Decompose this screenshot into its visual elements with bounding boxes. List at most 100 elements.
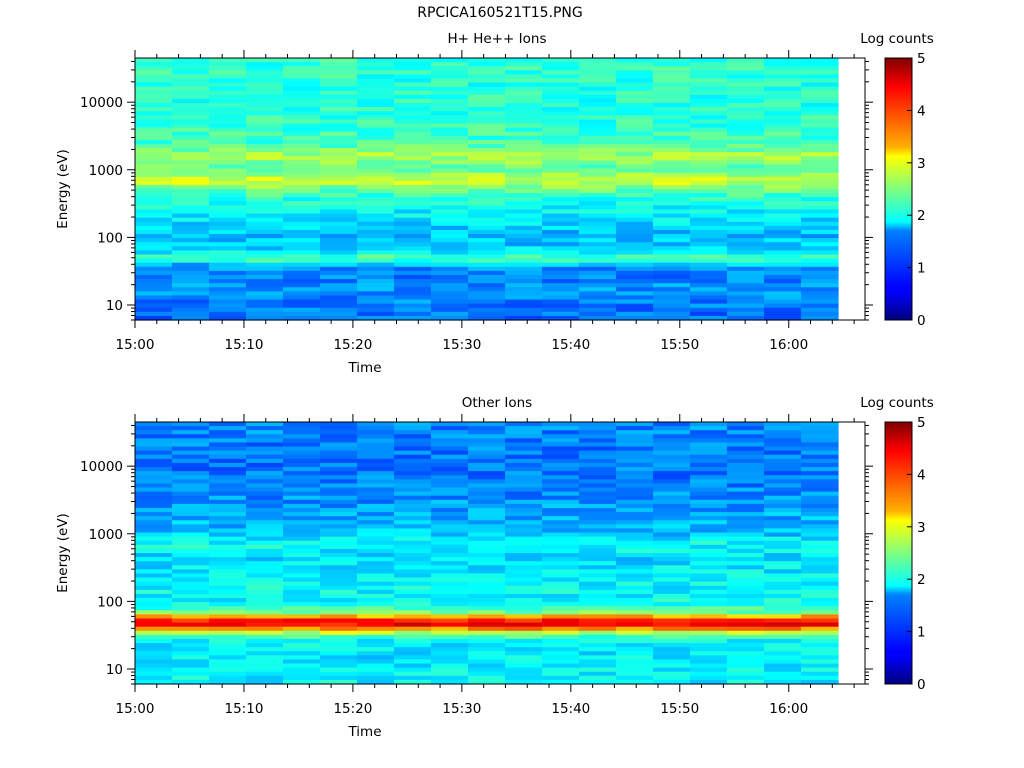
heatmap-cell [542, 491, 580, 497]
heatmap-cell [801, 553, 839, 558]
heatmap-cell [727, 467, 765, 472]
heatmap-cell [394, 311, 432, 317]
heatmap-cell [579, 426, 617, 431]
heatmap-cell [357, 622, 395, 628]
heatmap-cell [801, 573, 839, 579]
heatmap-cell [616, 577, 654, 583]
heatmap-cell [690, 536, 728, 542]
heatmap-cell [283, 589, 321, 595]
heatmap-cell [727, 532, 765, 538]
heatmap-cell [764, 94, 802, 100]
heatmap-cell [209, 266, 247, 272]
heatmap-cell [209, 462, 247, 468]
heatmap-cell [431, 528, 469, 534]
heatmap-cell [542, 450, 580, 456]
heatmap-cell [209, 544, 247, 550]
heatmap-cell [172, 86, 210, 92]
heatmap-cell [764, 287, 802, 292]
heatmap-cell [209, 483, 247, 489]
heatmap-cell [653, 630, 691, 636]
heatmap-cell [542, 274, 580, 280]
heatmap-cell [209, 434, 247, 439]
heatmap-cell [135, 172, 173, 178]
heatmap-cell [727, 651, 765, 656]
heatmap-cell [431, 422, 469, 427]
heatmap-cell [616, 573, 654, 579]
heatmap-cell [172, 655, 210, 661]
heatmap-cell [135, 585, 173, 591]
heatmap-cell [320, 184, 358, 190]
heatmap-cell [468, 295, 506, 301]
heatmap-cell [320, 303, 358, 309]
heatmap-cell [357, 160, 395, 166]
heatmap-cell [320, 532, 358, 538]
heatmap-cell [320, 647, 358, 652]
heatmap-cell [616, 651, 654, 656]
heatmap-cell [505, 422, 543, 427]
heatmap-cell [616, 168, 654, 174]
heatmap-cell [394, 307, 432, 313]
heatmap-cell [283, 598, 321, 603]
heatmap-cell [394, 663, 432, 669]
heatmap-cell [764, 606, 802, 611]
heatmap-cell [357, 422, 395, 427]
heatmap-cell [209, 430, 247, 435]
heatmap-cell [727, 540, 765, 546]
heatmap-cell [394, 565, 432, 570]
heatmap-cell [135, 139, 173, 145]
heatmap-cell [801, 311, 839, 317]
heatmap-cell [579, 663, 617, 669]
heatmap-cell [394, 434, 432, 439]
heatmap-cell [246, 98, 284, 104]
heatmap-cell [801, 524, 839, 530]
heatmap-cell [431, 610, 469, 615]
heatmap-cell [246, 307, 284, 313]
heatmap-cell [394, 553, 432, 558]
heatmap-cell [172, 225, 210, 231]
heatmap-cell [320, 135, 358, 141]
heatmap-cell [357, 495, 395, 501]
heatmap-cell [172, 143, 210, 149]
heatmap-cell [320, 287, 358, 292]
heatmap-cell [653, 90, 691, 96]
heatmap-cell [283, 148, 321, 153]
heatmap-cell [764, 172, 802, 178]
heatmap-cell [579, 172, 617, 178]
heatmap-cell [505, 315, 543, 321]
heatmap-cell [690, 107, 728, 112]
heatmap-cell [653, 107, 691, 112]
heatmap-cell [431, 663, 469, 669]
heatmap-cell [653, 426, 691, 431]
heatmap-cell [579, 291, 617, 297]
heatmap-cell [690, 663, 728, 669]
heatmap-cell [505, 283, 543, 288]
heatmap-cell [320, 589, 358, 595]
heatmap-cell [209, 507, 247, 513]
heatmap-cell [542, 115, 580, 120]
heatmap-cell [209, 663, 247, 669]
heatmap-cell [357, 131, 395, 137]
heatmap-cell [246, 462, 284, 468]
heatmap-cell [468, 82, 506, 88]
heatmap-cell [209, 524, 247, 530]
heatmap-cell [653, 291, 691, 297]
heatmap-cell [394, 589, 432, 595]
heatmap-cell [505, 438, 543, 444]
heatmap-cell [135, 655, 173, 661]
heatmap-cell [579, 618, 617, 624]
heatmap-cell [727, 217, 765, 223]
heatmap-cell [653, 602, 691, 607]
heatmap-cell [357, 139, 395, 145]
heatmap-cell [653, 647, 691, 652]
heatmap-cell [653, 446, 691, 452]
heatmap-cell [209, 262, 247, 268]
heatmap-cell [357, 246, 395, 251]
heatmap-cell [579, 180, 617, 186]
heatmap-cell [468, 246, 506, 251]
heatmap-cell [801, 74, 839, 80]
heatmap-cell [283, 458, 321, 464]
heatmap-cell [579, 74, 617, 80]
heatmap-cell [431, 618, 469, 624]
heatmap-cell [357, 675, 395, 681]
heatmap-cell [690, 250, 728, 256]
